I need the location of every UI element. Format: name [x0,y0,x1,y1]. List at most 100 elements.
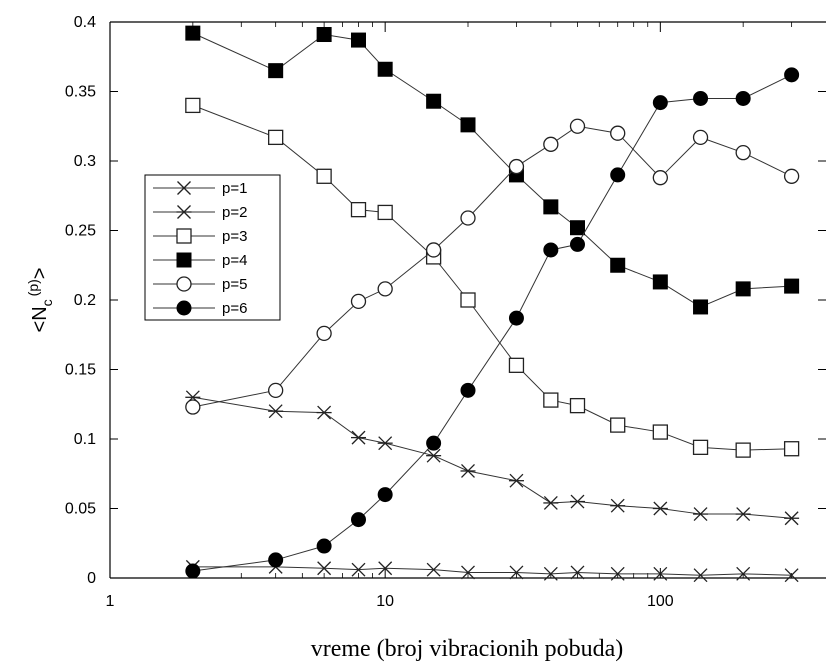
data-point [569,236,585,252]
data-point [268,382,284,399]
data-point [316,168,332,184]
y-tick-label: 0.3 [74,153,96,170]
data-point [268,129,284,146]
data-point [652,170,668,186]
data-point [784,568,799,583]
data-point [736,566,751,581]
data-point [693,507,709,522]
data-point [693,299,709,315]
data-point [652,274,668,290]
data-point [610,566,625,581]
y-tick-label: 0.2 [74,292,96,309]
data-point [652,95,668,111]
y-tick-label: 0.05 [65,501,96,518]
data-point [570,565,585,580]
data-point [268,404,284,419]
data-point [569,397,586,414]
data-point [316,325,332,342]
data-point [317,561,332,576]
data-point [735,145,751,161]
legend-marker [177,181,191,195]
y-tick-label: 0.1 [74,431,96,448]
data-point [783,168,800,184]
data-point [735,90,751,106]
series-p6 [185,67,800,579]
data-point [543,392,559,408]
data-point [377,204,393,221]
series-line [192,104,792,451]
data-point [460,117,476,133]
y-tick-label: 0.4 [74,14,96,31]
legend-box [144,174,281,321]
data-point [692,439,709,455]
series-p3 [185,97,800,458]
data-point [268,552,284,568]
legend-label: p=3 [222,228,247,245]
legend-marker [176,228,192,244]
data-point [377,436,393,451]
legend-marker [176,276,192,292]
x-tick-label: 10 [376,593,394,610]
data-point [784,67,800,83]
data-point [569,118,586,134]
data-point [508,310,524,326]
data-point [426,562,441,577]
data-point [543,566,558,581]
legend: p=1 p=2 p=3 p=4 p=5 p=6 [144,174,281,321]
legend-label: p=2 [222,204,247,221]
y-tick-label: 0 [87,570,96,587]
x-axis-label: vreme (broj vibracionih pobuda) [311,636,624,662]
data-point [268,63,284,79]
series-p5 [185,118,800,415]
data-point [693,568,708,583]
y-tick-label: 0.25 [65,223,96,240]
data-point [692,129,709,146]
data-point [610,257,626,273]
data-point [693,90,709,106]
data-point [426,93,442,109]
series-layer [185,25,800,583]
series-p4 [185,25,800,315]
legend-label: p=4 [222,252,247,269]
data-point [350,201,367,218]
data-point [543,199,559,215]
data-point [460,464,476,478]
data-point [185,563,201,579]
data-point [652,424,668,440]
data-point [543,495,559,510]
ticks: 0 0.05 0.1 0.15 0.2 0.25 0.3 0.35 0.4 1 10 100 [65,14,826,610]
legend-marker [176,205,192,219]
data-point [351,512,367,528]
data-point [784,278,800,294]
data-point [784,511,800,526]
legend-label: p=1 [222,180,247,197]
x-tick-label: 1 [106,593,115,610]
data-point [783,441,800,457]
y-axis-label: <Nc(p)> [25,268,55,333]
data-point [460,382,476,398]
data-point [350,293,367,310]
data-point [460,292,476,308]
data-point [569,220,585,236]
data-point [461,565,475,580]
data-point [543,136,559,152]
data-point [377,487,393,503]
series-line [192,125,792,408]
data-point [460,210,476,226]
data-point [735,507,751,522]
data-point [316,405,332,420]
data-point [185,399,201,415]
data-point [610,167,626,183]
legend-label: p=6 [222,300,247,317]
series-line [192,396,792,519]
data-point [377,281,393,297]
data-point [735,442,751,458]
data-point [508,158,525,175]
series-p2 [185,390,800,526]
data-point [610,125,626,141]
data-point [185,97,201,114]
legend-marker [176,252,192,268]
data-point [316,538,332,554]
y-tick-label: 0.35 [65,84,96,101]
